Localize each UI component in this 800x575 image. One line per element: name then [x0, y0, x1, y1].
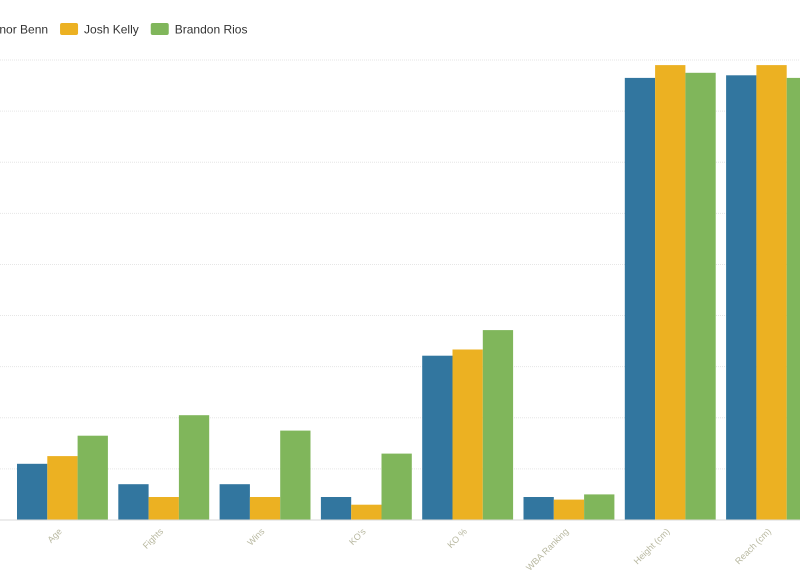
bar[interactable] — [624, 77, 656, 521]
bar[interactable] — [17, 463, 48, 520]
x-tick-label: Wins — [245, 526, 267, 548]
legend-label: Brandon Rios — [175, 23, 248, 37]
x-tick-label: KO % — [445, 526, 469, 550]
bar-group — [219, 430, 311, 520]
bar[interactable] — [249, 497, 281, 520]
bar[interactable] — [118, 484, 149, 520]
bar[interactable] — [523, 497, 554, 520]
legend-swatch — [150, 23, 169, 35]
x-tick-label: Height (cm) — [632, 526, 672, 566]
bar[interactable] — [381, 453, 412, 520]
legend-label: Conor Benn — [0, 23, 48, 37]
x-tick-label: Reach (cm) — [733, 526, 773, 566]
bar[interactable] — [422, 355, 453, 520]
bar-group — [624, 65, 716, 521]
bars — [17, 65, 800, 521]
bar-group — [422, 330, 514, 521]
bar[interactable] — [219, 484, 250, 520]
x-tick-label: Fights — [141, 526, 166, 551]
bar[interactable] — [77, 435, 108, 520]
bar[interactable] — [280, 430, 311, 520]
bar[interactable] — [584, 494, 615, 520]
x-tick-label: WBA Ranking — [524, 526, 570, 572]
bar[interactable] — [726, 75, 757, 521]
legend-item[interactable]: Josh Kelly — [60, 23, 139, 37]
bar[interactable] — [452, 349, 483, 521]
bar-group — [118, 415, 210, 520]
bar[interactable] — [320, 497, 352, 520]
x-tick-label: Age — [46, 526, 64, 544]
bar[interactable] — [756, 65, 787, 520]
legend-item[interactable]: Conor Benn — [0, 23, 48, 37]
bar[interactable] — [47, 456, 78, 520]
legend-item[interactable]: Brandon Rios — [150, 23, 248, 37]
bar-group — [726, 65, 800, 521]
bar-group — [320, 453, 412, 520]
bar[interactable] — [178, 415, 210, 520]
bar-group — [523, 494, 615, 520]
bar[interactable] — [553, 499, 585, 520]
bar[interactable] — [685, 72, 716, 521]
legend-label: Josh Kelly — [84, 23, 139, 37]
bar[interactable] — [482, 330, 514, 520]
bar[interactable] — [351, 504, 382, 520]
legend-swatch — [60, 23, 79, 35]
bar-group — [17, 435, 108, 520]
bar[interactable] — [655, 65, 686, 520]
bar[interactable] — [786, 77, 800, 521]
x-tick-label: KO's — [347, 526, 368, 547]
legend: Conor Benn Josh Kelly Brandon Rios — [0, 23, 247, 37]
bar[interactable] — [148, 497, 179, 520]
x-axis-labels: Age Fights Wins KO's KO % WBA Ranking Height (… — [46, 526, 773, 573]
